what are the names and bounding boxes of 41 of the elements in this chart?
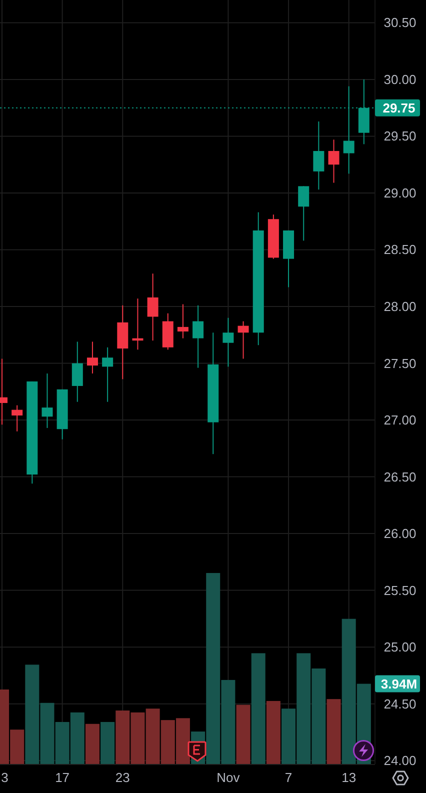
y-tick-label: 30.00 — [384, 72, 416, 87]
bar — [85, 724, 100, 764]
bar — [251, 653, 266, 764]
candlestick — [328, 139, 340, 184]
candlestick — [72, 341, 83, 402]
ref-line-label: 29.75 — [382, 100, 416, 116]
candlestick — [12, 404, 23, 432]
x-tick-label: 17 — [55, 770, 70, 785]
y-tick-label: 28.50 — [384, 242, 416, 258]
x-tick-label: 23 — [115, 770, 130, 785]
y-tick-label: 25.50 — [384, 582, 416, 598]
x-tick-label: Nov — [216, 770, 240, 785]
y-tick-label: 26.50 — [384, 469, 416, 484]
candlestick — [102, 346, 114, 402]
x-tick-label: 13 — [342, 770, 356, 785]
candlestick — [86, 341, 98, 374]
candlestick — [42, 372, 53, 428]
candlestick — [313, 120, 324, 190]
y-tick-label: 27.50 — [384, 356, 416, 371]
bar — [326, 699, 341, 764]
text: 3.94M — [380, 676, 418, 692]
y-tick-label: 24.50 — [384, 696, 416, 712]
y-tick-label: 30.50 — [384, 15, 416, 30]
x-tick-label: 3 — [1, 770, 8, 785]
candlestick — [192, 304, 204, 368]
y-tick-label: 27.00 — [384, 412, 416, 428]
y-tick-label: 29.50 — [384, 128, 416, 144]
x-tick-label: 7 — [284, 770, 292, 785]
bar — [236, 704, 250, 764]
candlestick — [147, 273, 158, 342]
bar — [266, 700, 280, 764]
y-tick-label: 29.00 — [384, 185, 416, 200]
y-tick-label: 25.00 — [384, 640, 416, 655]
candlestick — [177, 304, 188, 339]
y-tick-label: 28.00 — [384, 299, 416, 314]
candlestick — [298, 186, 310, 242]
candlestick — [238, 320, 249, 360]
y-tick-label: 24.00 — [384, 753, 416, 768]
candlestick — [222, 317, 234, 368]
bar — [100, 722, 115, 764]
y-tick-label: 26.00 — [384, 526, 416, 542]
